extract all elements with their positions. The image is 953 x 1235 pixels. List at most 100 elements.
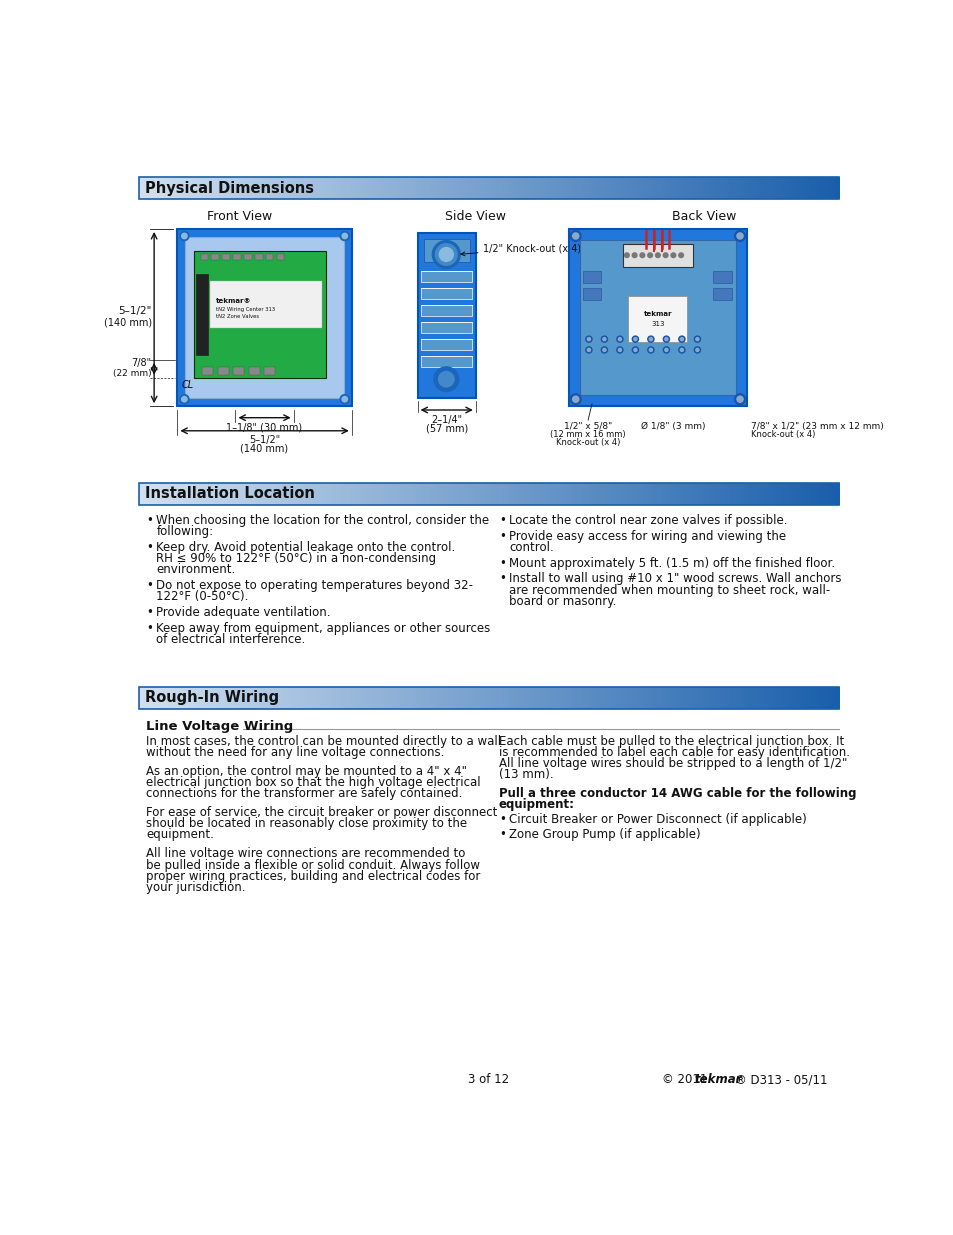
Text: board or masonry.: board or masonry.	[509, 595, 616, 608]
Bar	[421, 272, 472, 282]
Circle shape	[600, 347, 607, 353]
Text: following:: following:	[156, 525, 213, 538]
Bar	[138, 687, 839, 709]
Bar	[421, 288, 472, 299]
Text: 1–1/8" (30 mm): 1–1/8" (30 mm)	[226, 422, 302, 432]
Bar	[276, 253, 284, 259]
Bar	[264, 367, 274, 374]
Text: electrical junction box so that the high voltage electrical: electrical junction box so that the high…	[146, 776, 480, 789]
Text: CL: CL	[181, 380, 193, 390]
Text: without the need for any line voltage connections.: without the need for any line voltage co…	[146, 746, 444, 760]
Bar	[579, 240, 736, 395]
Text: are recommended when mounting to sheet rock, wall-: are recommended when mounting to sheet r…	[509, 584, 829, 597]
Circle shape	[647, 347, 654, 353]
Text: Pull a three conductor 14 AWG cable for the following: Pull a three conductor 14 AWG cable for …	[498, 787, 856, 800]
Bar	[217, 367, 229, 374]
Text: 3 of 12: 3 of 12	[468, 1073, 509, 1086]
Circle shape	[670, 253, 675, 258]
Text: of electrical interference.: of electrical interference.	[156, 632, 305, 646]
Text: •: •	[498, 557, 505, 569]
Circle shape	[664, 348, 667, 352]
Text: All line voltage wires should be stripped to a length of 1/2": All line voltage wires should be strippe…	[498, 757, 846, 771]
Text: When choosing the location for the control, consider the: When choosing the location for the contr…	[156, 514, 489, 527]
Bar	[233, 367, 244, 374]
Circle shape	[695, 337, 699, 341]
Text: 2–1/4": 2–1/4"	[431, 415, 462, 425]
Circle shape	[734, 231, 744, 241]
Text: tekmar®: tekmar®	[216, 298, 252, 304]
Text: Mount approximately 5 ft. (1.5 m) off the finished floor.: Mount approximately 5 ft. (1.5 m) off th…	[509, 557, 834, 569]
Circle shape	[618, 337, 620, 341]
Text: Physical Dimensions: Physical Dimensions	[145, 180, 314, 195]
Bar	[195, 274, 208, 354]
Circle shape	[179, 231, 189, 241]
Bar	[194, 251, 326, 378]
Circle shape	[679, 336, 684, 342]
Text: Keep dry. Avoid potential leakage onto the control.: Keep dry. Avoid potential leakage onto t…	[156, 541, 456, 555]
Circle shape	[570, 231, 580, 241]
Bar	[212, 253, 219, 259]
Circle shape	[600, 336, 607, 342]
Circle shape	[181, 396, 187, 401]
Circle shape	[617, 347, 622, 353]
Circle shape	[340, 231, 349, 241]
Bar	[210, 282, 322, 327]
Text: •: •	[498, 814, 505, 826]
Circle shape	[618, 348, 620, 352]
Text: equipment:: equipment:	[498, 799, 575, 811]
Bar	[138, 178, 839, 199]
Text: environment.: environment.	[156, 563, 235, 577]
Text: 7/8": 7/8"	[132, 358, 152, 368]
Circle shape	[734, 394, 744, 405]
Circle shape	[633, 348, 637, 352]
Circle shape	[632, 336, 638, 342]
Circle shape	[439, 247, 453, 262]
Text: 1/2" x 5/8": 1/2" x 5/8"	[563, 421, 612, 431]
Text: 7/8" x 1/2" (23 mm x 12 mm): 7/8" x 1/2" (23 mm x 12 mm)	[750, 421, 882, 431]
Text: •: •	[498, 829, 505, 841]
Circle shape	[662, 253, 667, 258]
Bar	[582, 288, 600, 300]
Bar	[185, 237, 344, 399]
Circle shape	[655, 253, 659, 258]
Text: 1/2" Knock-out (x 4): 1/2" Knock-out (x 4)	[460, 243, 581, 256]
Circle shape	[602, 348, 605, 352]
Bar	[202, 367, 213, 374]
Text: Ø 1/8" (3 mm): Ø 1/8" (3 mm)	[640, 421, 705, 431]
Circle shape	[585, 336, 592, 342]
Circle shape	[587, 337, 590, 341]
Circle shape	[585, 347, 592, 353]
Circle shape	[639, 253, 644, 258]
Text: •: •	[146, 621, 153, 635]
Circle shape	[435, 243, 456, 266]
Bar	[222, 253, 230, 259]
Text: your jurisdiction.: your jurisdiction.	[146, 881, 246, 894]
Bar	[249, 367, 259, 374]
Text: Provide adequate ventilation.: Provide adequate ventilation.	[156, 606, 331, 619]
Circle shape	[342, 396, 347, 401]
Text: Rough-In Wiring: Rough-In Wiring	[145, 690, 278, 705]
Circle shape	[679, 347, 684, 353]
Circle shape	[602, 337, 605, 341]
Text: (140 mm): (140 mm)	[104, 317, 152, 327]
Bar	[266, 253, 274, 259]
Circle shape	[664, 337, 667, 341]
Circle shape	[649, 348, 652, 352]
Text: •: •	[498, 573, 505, 585]
Circle shape	[679, 253, 682, 258]
Circle shape	[179, 395, 189, 404]
Text: Provide easy access for wiring and viewing the: Provide easy access for wiring and viewi…	[509, 530, 785, 542]
Text: (12 mm x 16 mm): (12 mm x 16 mm)	[550, 430, 625, 438]
Text: Circuit Breaker or Power Disconnect (if applicable): Circuit Breaker or Power Disconnect (if …	[509, 814, 806, 826]
Bar	[421, 322, 472, 333]
Bar	[254, 253, 262, 259]
Text: should be located in reasonably close proximity to the: should be located in reasonably close pr…	[146, 818, 467, 830]
Bar	[200, 253, 208, 259]
Text: Each cable must be pulled to the electrical junction box. It: Each cable must be pulled to the electri…	[498, 735, 843, 748]
Bar	[177, 228, 352, 406]
Bar	[628, 296, 686, 342]
Circle shape	[438, 372, 454, 387]
Circle shape	[434, 367, 458, 391]
Circle shape	[649, 337, 652, 341]
Text: •: •	[146, 579, 153, 592]
